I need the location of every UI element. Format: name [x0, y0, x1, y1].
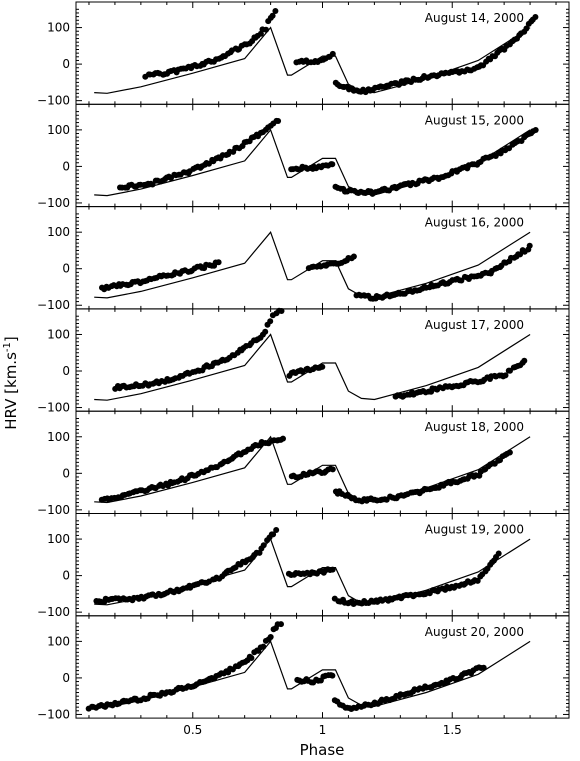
data-point	[526, 242, 533, 249]
panel-4: −100 0 100 August 17, 2000	[37, 307, 570, 415]
panel-date-label: August 18, 2000	[425, 420, 524, 434]
panel-3: −100 0 100 August 16, 2000	[37, 206, 570, 312]
data-point	[280, 435, 286, 442]
y-axis-title: HRV [km.s-1]	[2, 336, 20, 430]
panel-7: −100 0 100 August 20, 2000	[37, 615, 570, 721]
panel-date-label: August 16, 2000	[425, 216, 524, 230]
data-point	[267, 634, 274, 640]
panel-2: −100 0 100 August 15, 2000	[37, 103, 570, 210]
data-point	[263, 26, 269, 33]
y-tick-label: 0	[62, 57, 70, 71]
x-tick-label: 1.5	[443, 723, 462, 737]
y-tick-label: −100	[37, 605, 70, 619]
data-point	[532, 14, 539, 20]
y-tick-label: −100	[37, 707, 70, 721]
panels-group: −100 0 100 August 14, 2000 −100 0 100 August 15…	[37, 1, 570, 721]
data-point	[350, 253, 357, 260]
model-curve	[94, 435, 531, 504]
panel-date-label: August 19, 2000	[425, 523, 524, 537]
data-point	[275, 118, 282, 124]
data-point	[517, 251, 524, 258]
x-tick-label: 1	[319, 723, 327, 737]
y-tick-label: −100	[37, 401, 70, 415]
panel-5: −100 0 100 August 18, 2000	[37, 410, 570, 517]
data-point	[278, 621, 284, 628]
y-axis-title-unit-exponent: -1	[2, 342, 13, 352]
panel-1: −100 0 100 August 14, 2000	[37, 1, 570, 108]
data-point	[474, 577, 481, 584]
panel-date-label: August 17, 2000	[425, 318, 524, 332]
data-point	[260, 542, 267, 549]
data-point	[269, 12, 276, 19]
y-tick-label: −100	[37, 298, 70, 312]
panel-6: −100 0 100 August 19, 2000	[37, 513, 570, 619]
y-tick-label: 100	[47, 225, 70, 239]
y-tick-label: −100	[37, 196, 70, 210]
x-tick-label: 0.5	[183, 723, 202, 737]
data-point	[521, 357, 528, 364]
data-point	[319, 363, 326, 370]
data-point	[495, 550, 502, 557]
y-tick-label: −100	[37, 94, 70, 108]
data-point	[273, 527, 280, 533]
y-tick-label: 100	[47, 123, 70, 137]
data-point	[502, 372, 509, 379]
data-point	[215, 259, 222, 266]
y-tick-label: 0	[62, 569, 70, 583]
y-tick-label: 100	[47, 634, 70, 648]
data-point	[248, 655, 255, 661]
x-tick-labels: 0.5 1 1.5	[183, 723, 462, 737]
y-tick-label: 0	[62, 671, 70, 685]
y-tick-label: 0	[62, 466, 70, 480]
y-tick-label: −100	[37, 503, 70, 517]
y-tick-label: 0	[62, 364, 70, 378]
data-point	[506, 449, 513, 456]
y-tick-label: 100	[47, 21, 70, 35]
y-tick-label: 100	[47, 430, 70, 444]
panel-date-label: August 20, 2000	[425, 625, 524, 639]
x-axis-title: Phase	[300, 741, 345, 759]
data-point	[329, 566, 336, 573]
data-point	[262, 328, 269, 335]
data-point	[532, 127, 539, 133]
y-tick-label: 0	[62, 262, 70, 276]
panel-date-label: August 15, 2000	[425, 113, 524, 127]
data-point	[272, 8, 279, 14]
data-point	[278, 308, 285, 314]
y-tick-label: 0	[62, 159, 70, 173]
data-point	[329, 161, 336, 168]
panel-date-label: August 14, 2000	[425, 11, 524, 25]
y-axis-title-main: HRV [km.s	[2, 352, 20, 430]
y-tick-label: 100	[47, 532, 70, 546]
data-point	[267, 318, 274, 325]
model-curve	[94, 128, 531, 197]
data-point	[260, 643, 267, 650]
data-point	[270, 531, 277, 538]
model-curve	[94, 333, 531, 401]
data-point	[329, 672, 336, 679]
data-point	[480, 664, 487, 671]
y-tick-label: 100	[47, 327, 70, 341]
data-point	[329, 466, 336, 473]
data-point	[523, 25, 530, 32]
y-axis-title-close: ]	[2, 336, 20, 342]
data-point	[329, 50, 336, 57]
